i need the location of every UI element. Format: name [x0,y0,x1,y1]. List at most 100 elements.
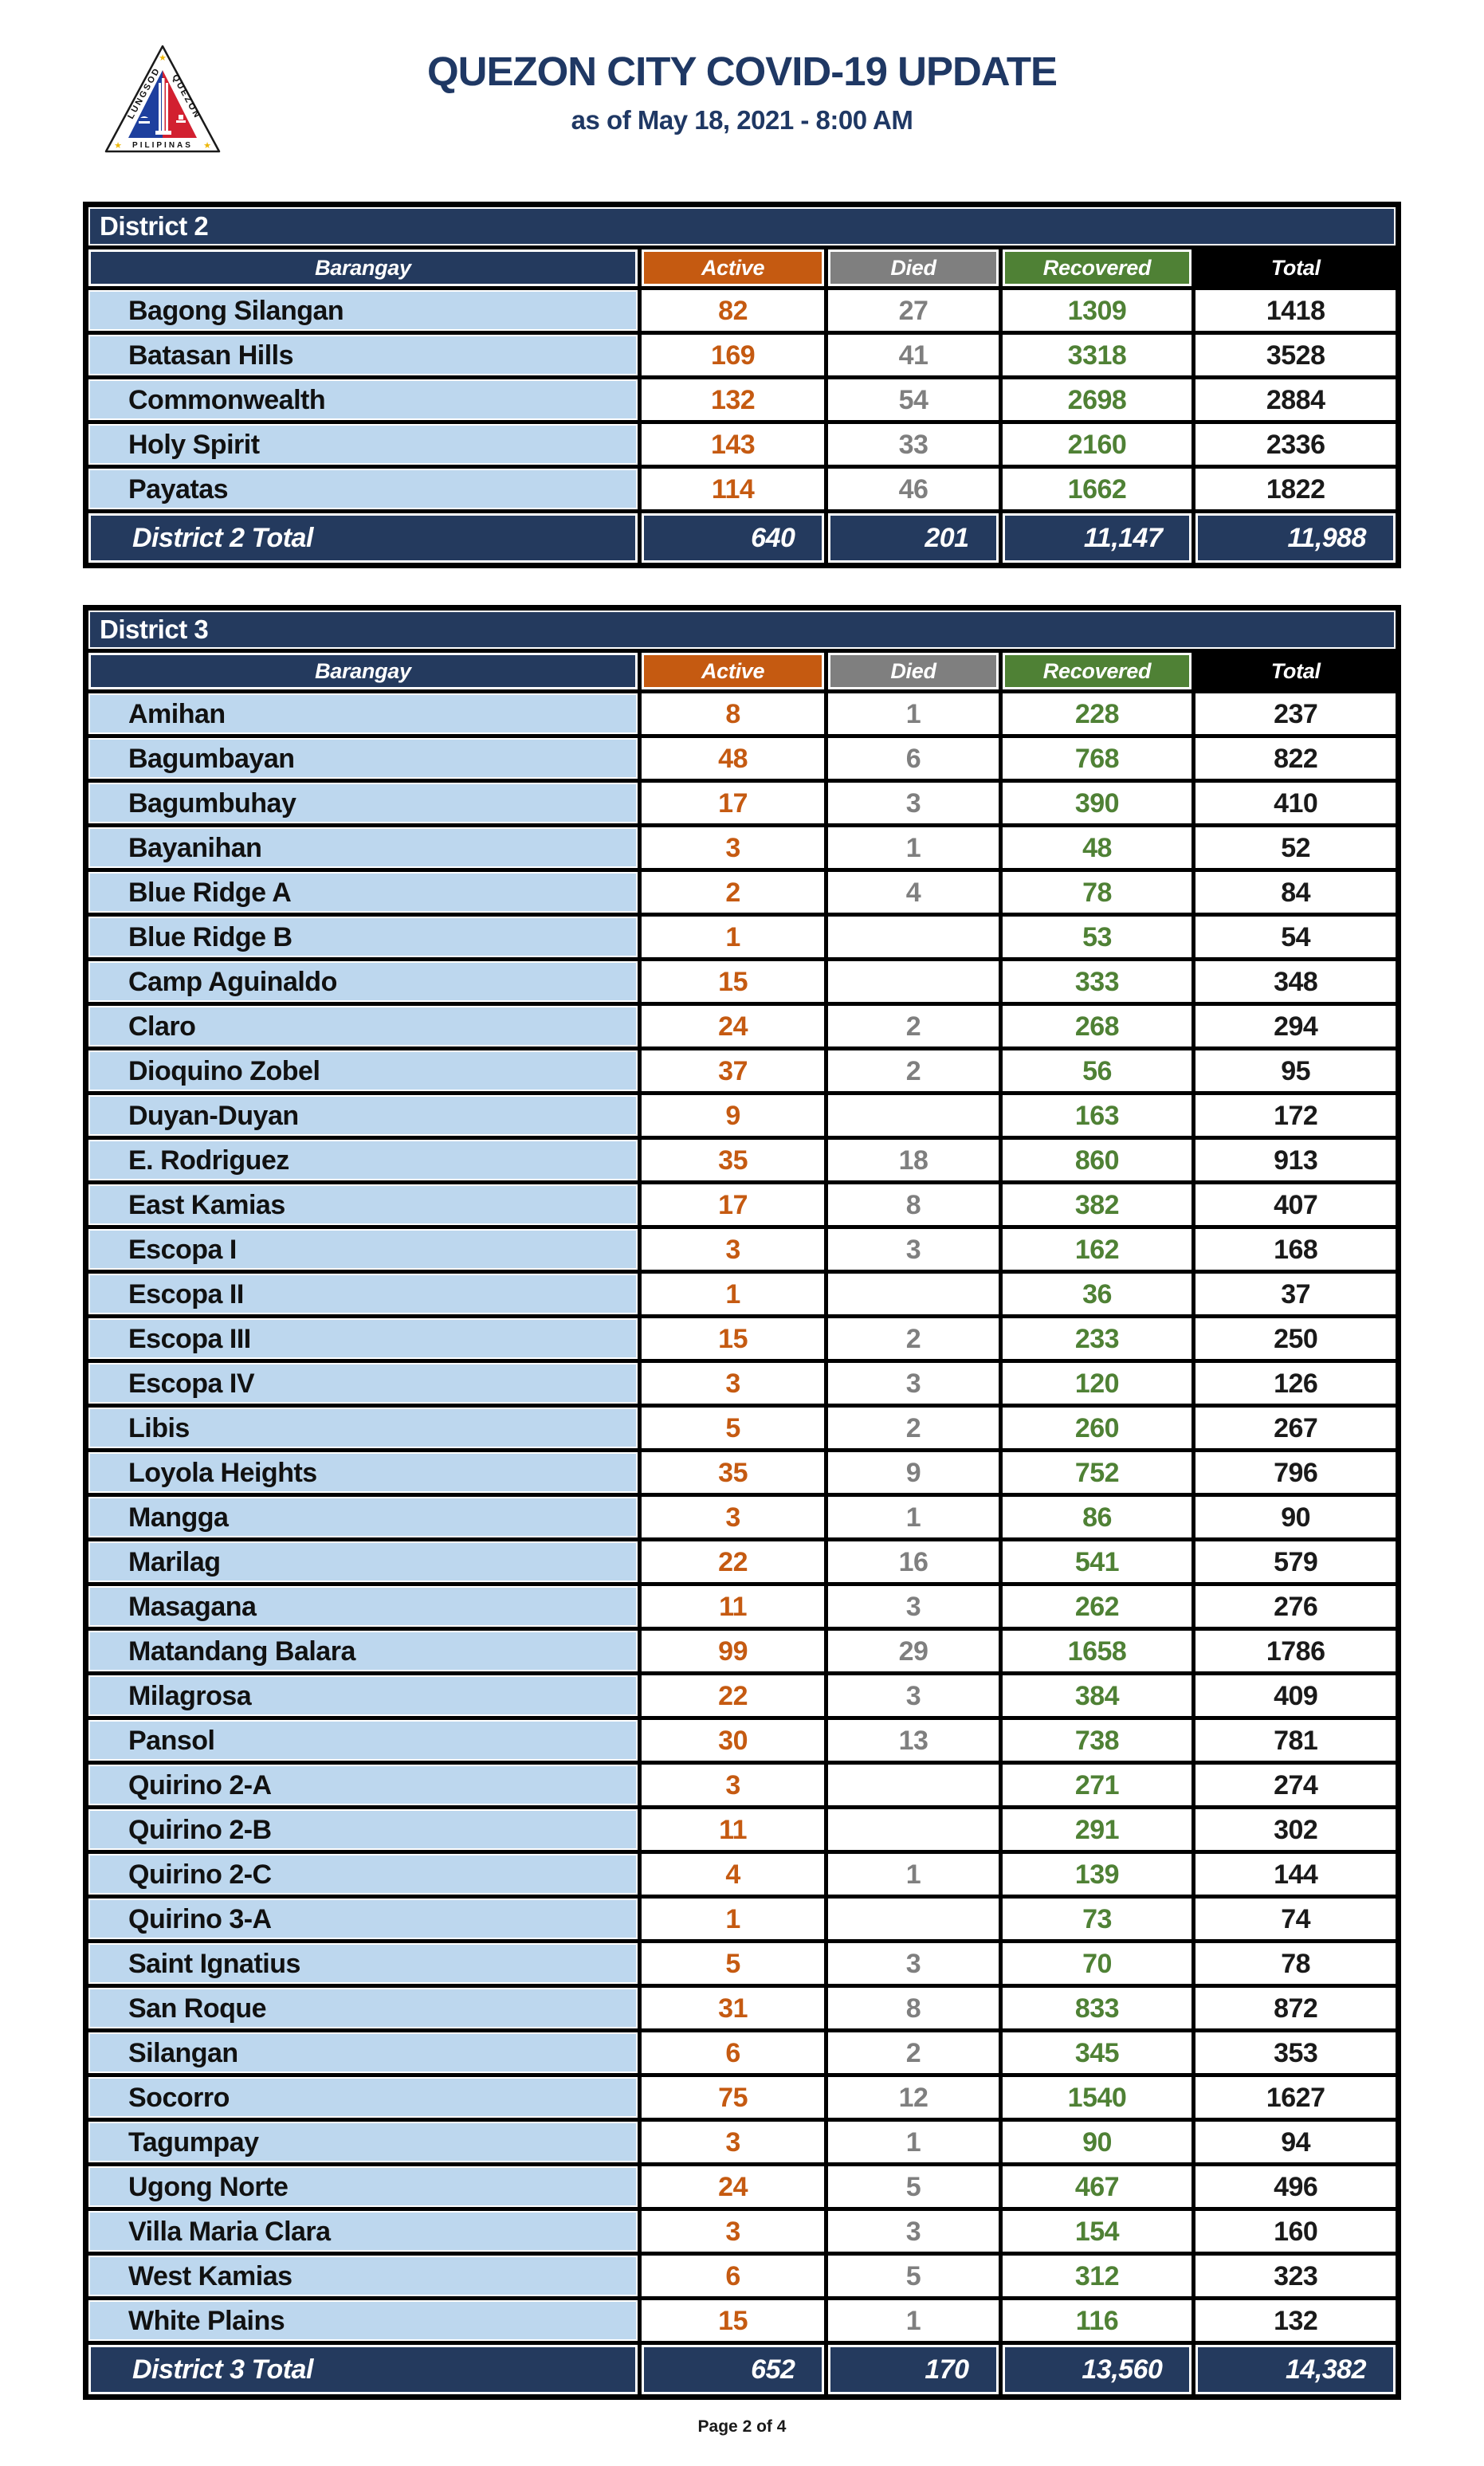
recovered-cell: 48 [1002,827,1192,868]
total-cell: 37 [1195,1274,1396,1314]
total-cell: 872 [1195,1988,1396,2028]
column-header-barangay: Barangay [88,249,638,286]
barangay-cell: Libis [88,1408,638,1448]
died-cell: 12 [828,2077,999,2118]
total-cell: 1786 [1195,1631,1396,1671]
recovered-cell: 260 [1002,1408,1192,1448]
total-cell: 323 [1195,2256,1396,2296]
barangay-cell: Duyan-Duyan [88,1095,638,1136]
died-cell: 3 [828,1363,999,1404]
barangay-cell: Dioquino Zobel [88,1050,638,1091]
recovered-cell: 1658 [1002,1631,1192,1671]
died-cell [828,1809,999,1850]
table-row: Mangga 3 1 86 90 [88,1497,1396,1537]
barangay-cell: E. Rodriguez [88,1140,638,1180]
died-cell: 1 [828,1497,999,1537]
active-cell: 3 [641,1765,825,1805]
died-cell [828,1095,999,1136]
active-cell: 35 [641,1452,825,1493]
barangay-cell: Quirino 2-A [88,1765,638,1805]
quezon-city-seal-icon: ★ ★ ★ LUNGSOD QUEZON PILIPINAS [104,45,221,153]
active-cell: 169 [641,335,825,375]
active-cell: 3 [641,1497,825,1537]
recovered-cell: 833 [1002,1988,1192,2028]
died-cell [828,1274,999,1314]
active-cell: 6 [641,2256,825,2296]
died-cell: 13 [828,1720,999,1761]
column-header-barangay: Barangay [88,653,638,689]
recovered-cell: 345 [1002,2032,1192,2073]
died-cell: 3 [828,1943,999,1984]
barangay-cell: Matandang Balara [88,1631,638,1671]
star-icon: ★ [114,141,122,151]
active-cell: 1 [641,1274,825,1314]
recovered-cell: 382 [1002,1184,1192,1225]
active-cell: 11 [641,1809,825,1850]
barangay-cell: Milagrosa [88,1675,638,1716]
died-cell: 3 [828,783,999,823]
recovered-cell: 384 [1002,1675,1192,1716]
recovered-cell: 291 [1002,1809,1192,1850]
table-row: Libis 5 2 260 267 [88,1408,1396,1448]
table-row: Escopa III 15 2 233 250 [88,1318,1396,1359]
table-row: Escopa IV 3 3 120 126 [88,1363,1396,1404]
died-cell: 9 [828,1452,999,1493]
table-row: West Kamias 6 5 312 323 [88,2256,1396,2296]
table-row: Bagumbuhay 17 3 390 410 [88,783,1396,823]
district-total-active: 652 [641,2345,825,2394]
recovered-cell: 90 [1002,2122,1192,2162]
barangay-cell: Payatas [88,469,638,509]
table-row: Payatas 114 46 1662 1822 [88,469,1396,509]
total-cell: 78 [1195,1943,1396,1984]
column-header-recovered: Recovered [1002,653,1192,689]
total-cell: 822 [1195,738,1396,779]
died-cell: 1 [828,693,999,734]
recovered-cell: 1309 [1002,290,1192,331]
died-cell: 41 [828,335,999,375]
barangay-cell: Batasan Hills [88,335,638,375]
district-total-died: 201 [828,513,999,563]
barangay-cell: Bagumbuhay [88,783,638,823]
active-cell: 48 [641,738,825,779]
died-cell [828,1899,999,1939]
barangay-cell: Villa Maria Clara [88,2211,638,2252]
table-row: Escopa I 3 3 162 168 [88,1229,1396,1270]
recovered-cell: 162 [1002,1229,1192,1270]
recovered-cell: 860 [1002,1140,1192,1180]
total-cell: 274 [1195,1765,1396,1805]
total-cell: 90 [1195,1497,1396,1537]
died-cell: 1 [828,1854,999,1895]
table-row: Bayanihan 3 1 48 52 [88,827,1396,868]
barangay-cell: Blue Ridge B [88,917,638,957]
recovered-cell: 73 [1002,1899,1192,1939]
column-header-total: Total [1195,653,1396,689]
total-cell: 1418 [1195,290,1396,331]
barangay-cell: Escopa III [88,1318,638,1359]
table-row: Quirino 2-C 4 1 139 144 [88,1854,1396,1895]
table-row: Blue Ridge A 2 4 78 84 [88,872,1396,913]
died-cell: 3 [828,1675,999,1716]
table-row: E. Rodriguez 35 18 860 913 [88,1140,1396,1180]
total-cell: 3528 [1195,335,1396,375]
column-header-recovered: Recovered [1002,249,1192,286]
died-cell: 1 [828,2122,999,2162]
total-cell: 276 [1195,1586,1396,1627]
barangay-cell: Camp Aguinaldo [88,961,638,1002]
barangay-cell: Socorro [88,2077,638,2118]
died-cell: 2 [828,2032,999,2073]
active-cell: 30 [641,1720,825,1761]
table-row: Escopa II 1 36 37 [88,1274,1396,1314]
table-row: Commonwealth 132 54 2698 2884 [88,379,1396,420]
active-cell: 24 [641,1006,825,1046]
active-cell: 99 [641,1631,825,1671]
total-cell: 410 [1195,783,1396,823]
active-cell: 17 [641,1184,825,1225]
active-cell: 1 [641,1899,825,1939]
recovered-cell: 120 [1002,1363,1192,1404]
district-total-row: District 3 Total 652 170 13,560 14,382 [88,2345,1396,2394]
recovered-cell: 738 [1002,1720,1192,1761]
barangay-cell: Escopa IV [88,1363,638,1404]
died-cell: 2 [828,1408,999,1448]
barangay-cell: Amihan [88,693,638,734]
